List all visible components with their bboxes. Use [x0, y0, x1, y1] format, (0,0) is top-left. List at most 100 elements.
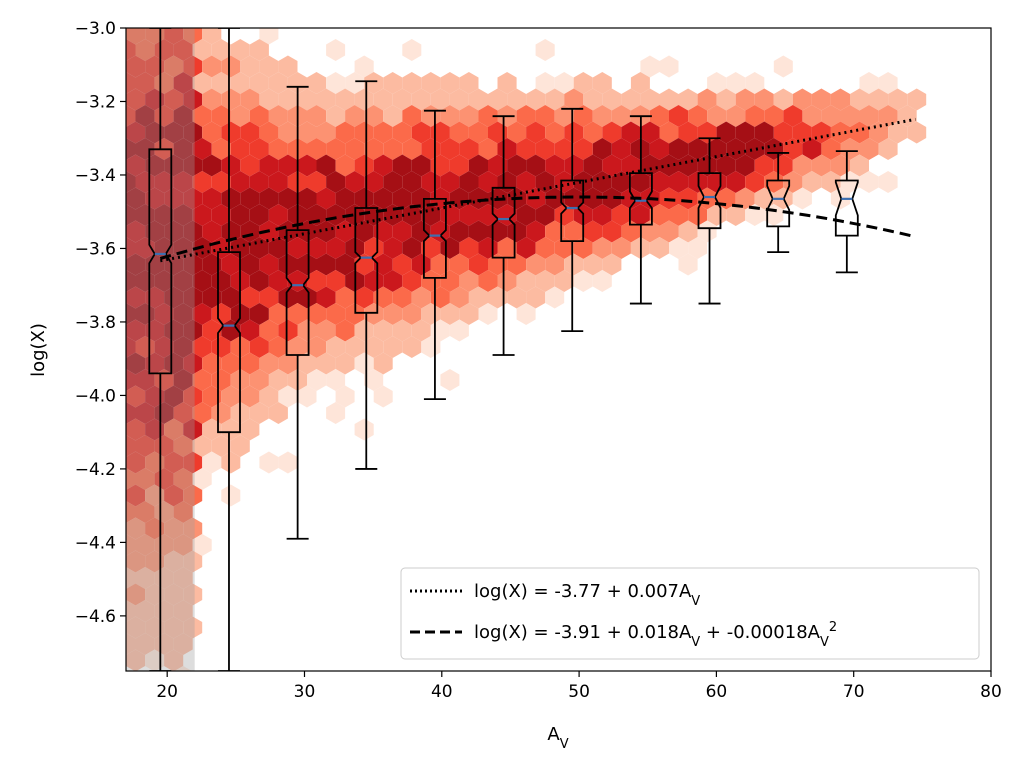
hexbin-cell [297, 154, 317, 177]
x-tick-label: 50 [568, 682, 590, 702]
hexbin-cell [497, 204, 517, 226]
hexbin-cell [373, 154, 393, 177]
legend-label-linear: log(X) = -3.77 + 0.007AV [474, 581, 700, 609]
hexbin-cell [459, 303, 479, 325]
y-tick-label: −4.6 [75, 607, 116, 627]
hexbin-cell [164, 583, 184, 606]
hexbin-cell [164, 28, 184, 45]
hexbin-cell [507, 286, 527, 309]
y-tick-label: −4.4 [75, 533, 116, 553]
hexbin-cell [335, 352, 355, 375]
hexbin-cell [345, 336, 365, 358]
hexbin-cell [326, 72, 346, 94]
hexbin-cell [154, 501, 174, 523]
hexbin-cell [126, 220, 146, 243]
hexbin-cell [859, 72, 879, 94]
hexbin-cell [174, 6, 193, 28]
y-axis-ticks: −4.6 −4.4 −4.2 −4.0 −3.8 −3.6 −3.4 −3.2 −3.0 [75, 19, 126, 627]
hexbin-cell [459, 270, 479, 292]
y-tick-label: −4.0 [75, 386, 116, 406]
hexbin-cell [678, 187, 698, 210]
hexbin-cell [221, 121, 241, 144]
fit-line-linear [160, 117, 916, 263]
hexbin-cell [459, 171, 479, 193]
hexbin-cell [859, 171, 879, 193]
hexbin-cell [659, 88, 679, 111]
hexbin-cell [126, 616, 146, 639]
hexbin-cell [97, 39, 116, 61]
hexbin-cell [249, 303, 269, 325]
hexbin-cell [373, 220, 393, 243]
hexbin-cell [126, 385, 146, 408]
hexbin-cell [192, 534, 212, 556]
hexbin-cell [107, 485, 126, 507]
hexbin-cell [297, 319, 317, 342]
hexbin-cell [326, 303, 346, 325]
hexbin-cell [202, 121, 222, 144]
hexbin-cell [211, 435, 231, 457]
hexbin-cell [126, 600, 136, 622]
hexbin-cell [316, 121, 336, 144]
hexbin-cell [154, 204, 174, 226]
hexbin-cell [192, 138, 212, 160]
hexbin-cell [211, 369, 231, 391]
hexbin-cell [316, 319, 336, 342]
hexbin-cell [192, 369, 212, 391]
hexbin-cell [126, 451, 146, 474]
hexbin-cell [211, 270, 231, 292]
hexbin-cell [145, 583, 165, 606]
hexbin-cell [97, 633, 116, 655]
hexbin-cell [545, 220, 565, 243]
hexbin-cell [126, 204, 136, 226]
hexbin-cell [869, 88, 889, 111]
boxplot-box [766, 179, 791, 228]
hexbin-cell [173, 72, 193, 94]
legend: log(X) = -3.77 + 0.007AV log(X) = -3.91 … [400, 567, 980, 660]
hexbin-cell [573, 237, 593, 259]
hexbin-cell [697, 88, 717, 111]
fit-lines [159, 117, 916, 263]
hexbin-cell [564, 154, 584, 177]
hexbin-cell [649, 171, 669, 193]
boxplot [285, 85, 310, 540]
hexbin-cell [117, 6, 136, 28]
hexbin-cell [516, 237, 536, 259]
hexbin-cell [735, 154, 755, 177]
hexbin-cell [154, 303, 174, 325]
hexbin-cell [335, 385, 355, 408]
hexbin-cell [830, 88, 850, 111]
hexbin-cell [345, 171, 365, 193]
hexbin-cell [345, 138, 365, 160]
hexbin-cell [821, 171, 841, 193]
hexbin-cell [621, 88, 641, 111]
x-axis-ticks: 20 30 40 50 60 70 80 [156, 671, 1002, 702]
hexbin-cell [783, 105, 803, 127]
hexbin-cell [459, 105, 479, 127]
hexbin-cell [526, 121, 546, 144]
boxplot [766, 152, 791, 254]
hexbin-cell [126, 649, 146, 671]
hexbin-cell [183, 286, 203, 309]
hexbin-cell [611, 237, 631, 259]
hexbin-cell [488, 253, 508, 276]
hexbin-cell [335, 121, 355, 144]
hexbin-cell [183, 616, 203, 639]
hexbin-cell [554, 72, 574, 94]
boxplot [217, 28, 241, 671]
hexbin-cell [249, 369, 269, 391]
hexbin-cell [383, 303, 403, 325]
hexbin-cell [154, 534, 174, 556]
hexbin-cell [335, 88, 355, 111]
hexbin-cell [192, 336, 212, 358]
hexbin-cell [621, 121, 641, 144]
hexbin-cell [202, 352, 222, 375]
hexbin-cell [259, 451, 279, 474]
hexbin-cell [640, 88, 660, 111]
hexbin-cell [402, 72, 422, 94]
hexbin-cell [526, 253, 546, 276]
hexbin-cell [307, 237, 327, 259]
hexbin-cell [307, 138, 327, 160]
hexbin-cell [278, 385, 298, 408]
hexbin-cell [240, 286, 260, 309]
hexbin-cell [583, 154, 603, 177]
